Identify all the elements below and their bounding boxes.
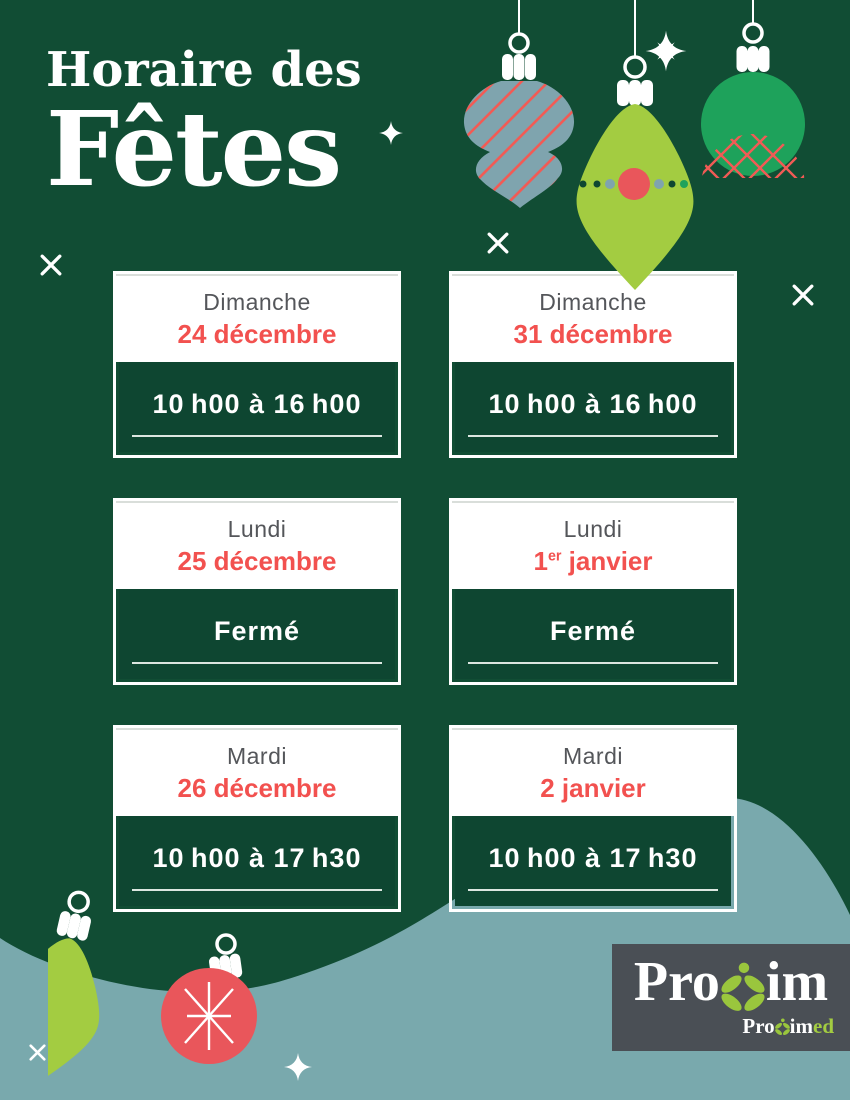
proximed-logo: Pro imed <box>742 1014 834 1038</box>
schedule-card-jan2: Mardi 2 janvier 10 h00 à 17 h30 <box>449 725 737 912</box>
hours-label: 10 h00 à 16 h00 <box>132 389 382 437</box>
card-header: Mardi 2 janvier <box>452 728 734 816</box>
hours-label: 10 h00 à 17 h30 <box>468 843 718 891</box>
card-header: Dimanche 24 décembre <box>116 274 398 362</box>
title-line1: Horaire des <box>46 42 362 98</box>
day-label: Lundi <box>563 515 623 542</box>
hours-panel: 10 h00 à 17 h30 <box>455 816 731 906</box>
proxim-logo-box: Pro im Pro imed <box>612 944 850 1051</box>
ornament-cap-icon <box>502 54 536 80</box>
ornament-cap-icon <box>56 911 92 941</box>
hours-panel: 10 h00 à 16 h00 <box>119 362 395 452</box>
title-line2: Fêtes <box>46 89 342 210</box>
day-label: Mardi <box>562 742 623 769</box>
day-label: Dimanche <box>539 288 647 315</box>
date-label: 26 décembre <box>177 772 337 803</box>
cross-sparkle-icon <box>40 254 62 276</box>
four-point-star-icon <box>379 121 403 145</box>
hanger-loop-icon <box>508 32 530 54</box>
hours-label: 10 h00 à 16 h00 <box>468 389 718 437</box>
hanger-loop-icon <box>215 933 237 955</box>
dotted-drop-ornament <box>576 0 694 290</box>
petal-x-icon <box>774 1018 790 1035</box>
card-header: Mardi 26 décembre <box>116 728 398 816</box>
petal-x-icon <box>721 962 765 1011</box>
date-label: 25 décembre <box>177 545 337 576</box>
hanger-loop-icon <box>623 55 647 79</box>
proxim-logo: Pro im <box>612 950 850 1014</box>
starburst-ball-ornament <box>161 933 257 1064</box>
schedule-card-dec31: Dimanche 31 décembre 10 h00 à 16 h00 <box>449 271 737 458</box>
day-label: Mardi <box>226 742 287 769</box>
hours-panel: Fermé <box>119 589 395 679</box>
hanger-loop-icon <box>67 890 90 914</box>
hours-panel: 10 h00 à 16 h00 <box>455 362 731 452</box>
hours-label: Fermé <box>468 616 718 664</box>
ornament-cap-icon <box>617 80 653 106</box>
cross-sparkle-icon <box>487 232 509 254</box>
drop-ornament <box>48 890 100 1084</box>
starburst-icon <box>184 982 234 1050</box>
crosshatch-ball-ornament <box>701 0 805 178</box>
card-header: Dimanche 31 décembre <box>452 274 734 362</box>
four-point-star-icon <box>284 1053 312 1081</box>
hours-panel: 10 h00 à 17 h30 <box>119 816 395 906</box>
cross-sparkle-icon <box>29 1044 46 1061</box>
hours-label: 10 h00 à 17 h30 <box>132 843 382 891</box>
logo-text-pro: Pro <box>633 951 720 1013</box>
ornament-cap-icon <box>736 46 770 72</box>
day-label: Lundi <box>227 515 287 542</box>
hours-panel: Fermé <box>455 589 731 679</box>
day-label: Dimanche <box>203 288 311 315</box>
hanger-loop-icon <box>742 22 764 44</box>
logo-text-im: im <box>765 951 829 1013</box>
date-label: 31 décembre <box>513 318 673 349</box>
striped-finial-ornament <box>463 0 575 208</box>
hours-label: Fermé <box>132 616 382 664</box>
page-title: Horaire des Fêtes <box>46 46 362 201</box>
schedule-card-dec25: Lundi 25 décembre Fermé <box>113 498 401 685</box>
date-label: 24 décembre <box>177 318 337 349</box>
schedule-card-jan1: Lundi 1er janvier Fermé <box>449 498 737 685</box>
date-label: 1er janvier <box>533 545 653 576</box>
cross-sparkle-icon <box>792 284 814 306</box>
card-header: Lundi 1er janvier <box>452 501 734 589</box>
schedule-card-dec24: Dimanche 24 décembre 10 h00 à 16 h00 <box>113 271 401 458</box>
card-header: Lundi 25 décembre <box>116 501 398 589</box>
schedule-card-dec26: Mardi 26 décembre 10 h00 à 17 h30 <box>113 725 401 912</box>
date-label: 2 janvier <box>540 772 646 803</box>
eight-point-star-icon <box>645 30 687 72</box>
